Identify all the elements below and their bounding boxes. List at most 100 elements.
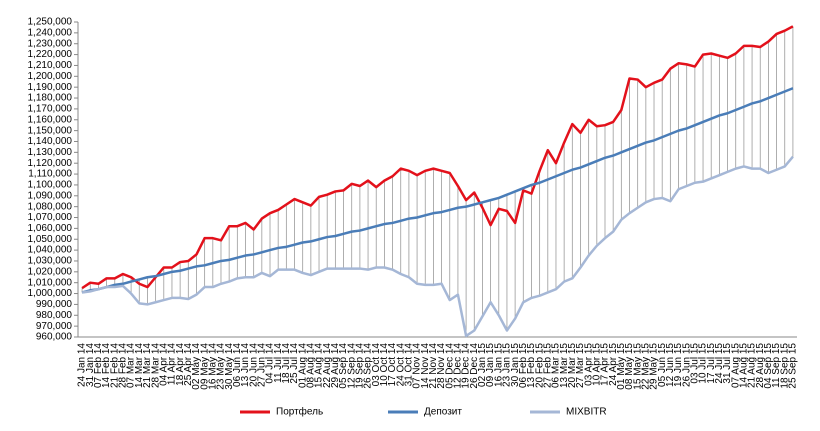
y-tick-label: 1,120,000 xyxy=(28,158,73,169)
series-line xyxy=(81,155,794,338)
x-tick-label: 27 Feb 15 xyxy=(542,343,553,388)
x-tick-label: 06 Feb 15 xyxy=(518,343,529,388)
x-tick-label: 28 Nov 14 xyxy=(436,343,447,389)
x-tick-label: 10 Oct 14 xyxy=(379,343,390,387)
legend-label: MIXBITR xyxy=(566,407,607,418)
x-tick-label: 28 Mar 14 xyxy=(150,343,161,388)
x-tick-label: 17 Apr 15 xyxy=(600,343,611,386)
x-tick-label: 21 Aug 15 xyxy=(747,343,758,388)
x-tick-label: 25 Sep 15 xyxy=(788,343,799,389)
x-tick-label: 18 Sep 15 xyxy=(779,343,790,389)
x-tick-label: 03 Oct 14 xyxy=(371,343,382,387)
y-tick-label: 1,170,000 xyxy=(28,104,73,115)
y-tick-label: 1,050,000 xyxy=(28,234,73,245)
x-tick-label: 07 Aug 15 xyxy=(730,343,741,388)
x-tick-label: 22 Aug 14 xyxy=(322,343,333,388)
x-tick-label: 19 Dec 14 xyxy=(461,343,472,389)
y-tick-label: 1,130,000 xyxy=(28,147,73,158)
x-tick-label: 03 Jul 15 xyxy=(690,343,701,384)
x-tick-label: 06 Jun 14 xyxy=(232,343,243,387)
x-tick-label: 20 Feb 15 xyxy=(534,343,545,388)
y-tick-label: 1,040,000 xyxy=(28,245,73,256)
x-tick-label: 24 Apr 15 xyxy=(608,343,619,386)
y-tick-label: 1,010,000 xyxy=(28,277,73,288)
y-tick-label: 1,070,000 xyxy=(28,212,73,223)
y-tick-label: 1,110,000 xyxy=(28,169,72,180)
y-tick-label: 1,150,000 xyxy=(28,125,73,136)
x-tick-label: 09 Jan 15 xyxy=(485,343,496,387)
x-tick-label: 07 Nov 14 xyxy=(412,343,423,389)
x-tick-label: 03 Apr 15 xyxy=(583,343,594,386)
x-tick-label: 17 Oct 14 xyxy=(387,343,398,387)
y-tick-label: 980,000 xyxy=(36,310,73,321)
y-tick-label: 1,100,000 xyxy=(28,180,73,191)
x-tick-label: 01 May 15 xyxy=(616,343,627,390)
y-tick-label: 990,000 xyxy=(36,299,73,310)
x-tick-label: 04 Jul 14 xyxy=(265,343,276,384)
y-tick-label: 970,000 xyxy=(36,321,73,332)
x-tick-label: 02 May 14 xyxy=(191,343,202,390)
x-tick-label: 02 Jan 15 xyxy=(477,343,488,387)
x-tick-label: 13 Mar 15 xyxy=(559,343,570,388)
x-tick-label: 20 Jun 14 xyxy=(248,343,259,387)
y-tick-label: 1,160,000 xyxy=(28,114,73,125)
x-tick-label: 23 May 14 xyxy=(216,343,227,390)
x-tick-label: 30 Jan 15 xyxy=(510,343,521,387)
x-tick-label: 29 May 15 xyxy=(649,343,660,390)
y-tick-label: 1,080,000 xyxy=(28,201,73,212)
x-tick-label: 11 Apr 14 xyxy=(167,343,178,386)
x-tick-label: 05 Dec 14 xyxy=(444,343,455,389)
x-tick-label: 04 Sep 15 xyxy=(763,343,774,389)
x-tick-label: 31 Jul 15 xyxy=(722,343,733,384)
x-tick-label: 21 Mar 14 xyxy=(142,343,153,388)
x-tick-label: 24 Jan 14 xyxy=(77,343,88,387)
x-tick-label: 09 May 14 xyxy=(199,343,210,390)
y-tick-label: 1,180,000 xyxy=(28,93,73,104)
x-tick-label: 27 Jun 14 xyxy=(256,343,267,387)
x-tick-label: 25 Jul 14 xyxy=(289,343,300,384)
x-tick-label: 31 Oct 14 xyxy=(404,343,415,387)
x-tick-label: 24 Oct 14 xyxy=(395,343,406,387)
legend-label: Портфель xyxy=(276,406,323,418)
x-tick-label: 05 Jun 15 xyxy=(657,343,668,387)
x-tick-label: 05 Sep 14 xyxy=(338,343,349,389)
x-tick-label: 11 Sep 15 xyxy=(771,343,782,388)
y-tick-label: 1,250,000 xyxy=(28,17,73,28)
x-tick-label: 23 Jan 15 xyxy=(502,343,513,387)
x-tick-label: 12 Dec 14 xyxy=(453,343,464,389)
y-tick-label: 1,030,000 xyxy=(28,256,73,267)
y-tick-label: 1,060,000 xyxy=(28,223,73,234)
x-tick-label: 24 Jul 15 xyxy=(714,343,725,384)
x-tick-label: 14 Feb 14 xyxy=(101,343,112,388)
x-tick-label: 13 Jun 14 xyxy=(240,343,251,387)
y-tick-label: 1,190,000 xyxy=(28,82,73,93)
x-tick-label: 19 Sep 14 xyxy=(355,343,366,389)
x-tick-label: 07 Feb 14 xyxy=(93,343,104,388)
x-tick-label: 10 Apr 15 xyxy=(591,343,602,386)
x-tick-label: 15 May 15 xyxy=(632,343,643,390)
x-tick-label: 21 Nov 14 xyxy=(428,343,439,389)
x-tick-label: 26 Sep 14 xyxy=(363,343,374,389)
x-tick-label: 16 Jan 15 xyxy=(493,343,504,387)
y-tick-label: 1,020,000 xyxy=(28,266,73,277)
x-tick-label: 11 Jul 14 xyxy=(273,343,284,383)
series-line xyxy=(81,25,794,290)
y-tick-label: 960,000 xyxy=(36,332,73,343)
x-tick-label: 06 Mar 15 xyxy=(551,343,562,388)
x-tick-label: 28 Feb 14 xyxy=(118,343,129,388)
x-tick-label: 29 Aug 14 xyxy=(330,343,341,388)
x-tick-label: 08 Aug 14 xyxy=(305,343,316,388)
x-tick-label: 28 Aug 15 xyxy=(755,343,766,388)
x-tick-label: 17 Jul 15 xyxy=(706,343,717,384)
x-tick-label: 30 May 14 xyxy=(224,343,235,390)
x-tick-label: 07 Mar 14 xyxy=(126,343,137,388)
x-tick-label: 16 May 14 xyxy=(207,343,218,390)
y-tick-label: 1,220,000 xyxy=(28,49,73,60)
x-tick-label: 14 Mar 14 xyxy=(134,343,145,388)
x-tick-label: 25 Apr 14 xyxy=(183,343,194,386)
y-tick-label: 1,210,000 xyxy=(28,60,73,71)
x-tick-label: 15 Aug 14 xyxy=(314,343,325,388)
x-tick-label: 26 Jun 15 xyxy=(681,343,692,387)
x-tick-label: 14 Nov 14 xyxy=(420,343,431,389)
x-tick-label: 31 Jan 14 xyxy=(85,343,96,387)
